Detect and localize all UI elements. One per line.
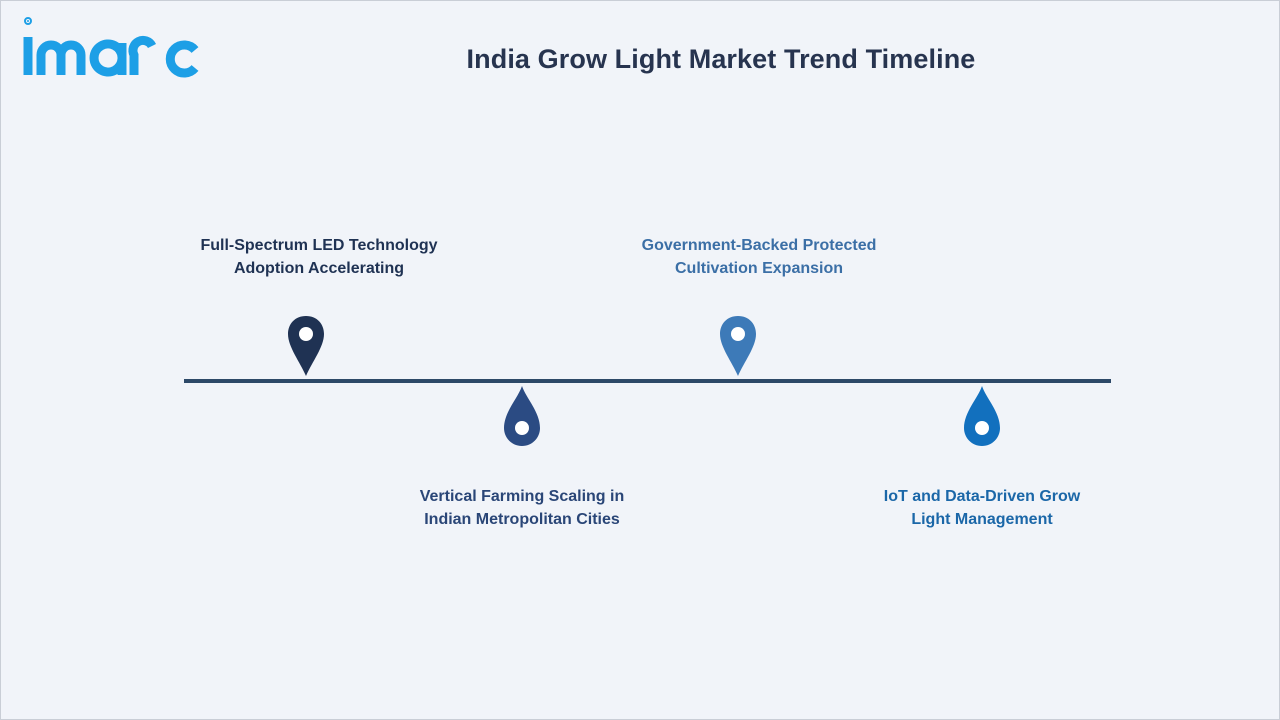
map-pin-icon (718, 314, 758, 378)
imarc-logo (19, 15, 209, 81)
timeline-item-1-label-line1: Full-Spectrum LED Technology (200, 237, 438, 254)
timeline-item-1-label: Full-Spectrum LED Technology Adoption Ac… (169, 234, 469, 280)
timeline-item-2-label-line2: Indian Metropolitan Cities (424, 511, 620, 528)
timeline-item-4-label: IoT and Data-Driven Grow Light Managemen… (832, 485, 1132, 531)
timeline-axis (184, 379, 1111, 383)
timeline-item-1-label-line2: Adoption Accelerating (233, 260, 405, 277)
timeline-item-3-label-line2: Cultivation Expansion (674, 260, 843, 277)
drop-pin-icon (502, 384, 542, 448)
page-title: India Grow Light Market Trend Timeline (466, 44, 976, 74)
timeline-item-4-label-line1: IoT and Data-Driven Grow (883, 488, 1081, 505)
timeline-item-2-label-line1: Vertical Farming Scaling in (419, 488, 625, 505)
timeline-item-2-label: Vertical Farming Scaling in Indian Metro… (372, 485, 672, 531)
timeline-item-3-label: Government-Backed Protected Cultivation … (609, 234, 909, 280)
timeline-item-4-label-line2: Light Management (911, 511, 1053, 528)
drop-pin-icon (962, 384, 1002, 448)
map-pin-icon (286, 314, 326, 378)
timeline-item-3-label-line1: Government-Backed Protected (641, 237, 877, 254)
